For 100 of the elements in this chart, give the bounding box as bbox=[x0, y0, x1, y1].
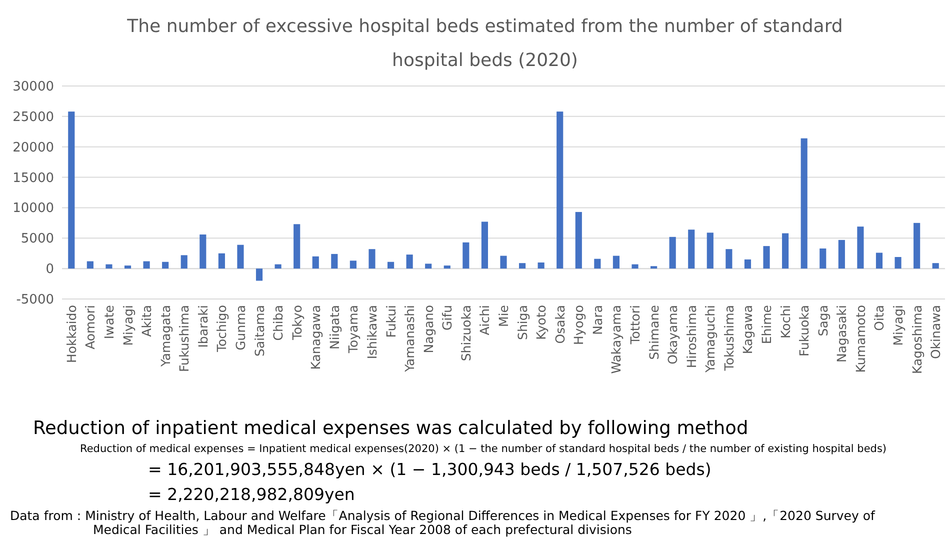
bar bbox=[444, 266, 450, 269]
bar bbox=[387, 262, 394, 269]
bar bbox=[876, 252, 883, 269]
x-tick-label: Saga bbox=[815, 305, 830, 336]
x-tick-label: Aomori bbox=[82, 305, 98, 350]
bar bbox=[256, 268, 263, 281]
bar bbox=[914, 222, 920, 269]
bar bbox=[124, 266, 132, 269]
x-tick-label: Hokkaido bbox=[64, 305, 79, 364]
x-tick-label: Tokyo bbox=[289, 305, 304, 341]
bar bbox=[425, 264, 432, 269]
bar bbox=[200, 234, 206, 269]
x-tick-label: Gifu bbox=[440, 305, 455, 330]
bar bbox=[650, 266, 658, 269]
bar bbox=[726, 249, 732, 269]
y-tick-label: 0 bbox=[46, 262, 54, 278]
bar bbox=[180, 255, 188, 269]
bar bbox=[838, 240, 845, 269]
bar bbox=[932, 263, 939, 269]
y-tick-label: 25000 bbox=[12, 110, 54, 125]
x-tick-label: Chiba bbox=[270, 305, 286, 341]
bar bbox=[556, 112, 564, 269]
x-tick-label: Kagoshima bbox=[909, 305, 924, 374]
bar bbox=[820, 248, 826, 269]
x-tick-label: Nara bbox=[590, 305, 605, 335]
text: = 16,201,903,555,848yen × (1 − 1,300,943 beds / 1,507,526 beds) bbox=[148, 460, 712, 479]
x-tick-label: Tochigo bbox=[214, 305, 230, 354]
y-tick-label: 15000 bbox=[12, 170, 54, 186]
x-tick-label: Nagano bbox=[420, 305, 436, 354]
bar bbox=[274, 264, 282, 269]
bar bbox=[162, 262, 169, 269]
bar bbox=[669, 236, 676, 269]
bar bbox=[312, 256, 319, 269]
bar bbox=[594, 258, 601, 269]
bar bbox=[143, 261, 150, 269]
x-tick-label: Kagawa bbox=[740, 305, 756, 354]
bar bbox=[800, 138, 808, 269]
bar bbox=[462, 242, 470, 269]
x-tick-label: Saitama bbox=[252, 305, 267, 356]
x-tick-label: Fukuoka bbox=[796, 305, 812, 357]
x-tick-label: Gunma bbox=[232, 305, 248, 350]
y-tick-label: 20000 bbox=[12, 140, 54, 156]
bar bbox=[632, 264, 638, 269]
bar bbox=[706, 232, 714, 269]
x-tick-label: Yamagata bbox=[158, 305, 173, 368]
bar bbox=[68, 112, 75, 269]
x-tick-label: Akita bbox=[139, 305, 154, 337]
bar bbox=[744, 259, 752, 269]
x-tick-label: Shizuoka bbox=[458, 305, 474, 362]
x-tick-label: Wakayama bbox=[608, 305, 624, 374]
y-tick-label: 5000 bbox=[20, 232, 54, 247]
x-tick-label: Ehime bbox=[759, 304, 774, 344]
x-tick-label: Hiroshima bbox=[684, 305, 699, 368]
x-tick-label: Kumamoto bbox=[852, 305, 868, 373]
x-tick-label: Tottori bbox=[628, 305, 643, 346]
x-tick-label: Tokushima bbox=[721, 305, 736, 372]
x-tick-label: Kyoto bbox=[534, 305, 549, 340]
text: Data from : Ministry of Health, Labour and Welfare「Analysis of Regional Differences in Medical Expenses for FY 2020 」,「2020 Survey of Medical Facilities 」 and Medical Plan for Fiscal Year 2008 of each prefectural divisions bbox=[10, 508, 876, 537]
x-tick-label: Osaka bbox=[552, 305, 568, 344]
bar bbox=[857, 226, 864, 269]
chart-title: The number of excessive hospital beds estimated from the number of standard hospital beds (2020) bbox=[126, 16, 843, 71]
bar bbox=[575, 212, 582, 269]
x-tick-label: Shiga bbox=[514, 305, 530, 340]
x-tick-label: Miyagi bbox=[120, 305, 136, 346]
x-tick-label: Mie bbox=[496, 304, 511, 327]
x-tick-label: Okayama bbox=[665, 305, 680, 364]
text: Reduction of medical expenses = Inpatient medical expenses(2020) × (1 − the number of standard hospital beds / the number of existing hospital beds) bbox=[80, 443, 887, 455]
y-tick-label: 30000 bbox=[12, 80, 54, 94]
x-tick-label: Shimane bbox=[646, 304, 662, 360]
bar bbox=[519, 263, 526, 269]
bar bbox=[688, 230, 695, 269]
x-tick-label: Fukui bbox=[383, 305, 398, 338]
x-tick-label: Toyama bbox=[346, 305, 361, 354]
x-tick-label: Kanagawa bbox=[308, 305, 324, 370]
bar bbox=[106, 264, 112, 269]
bar bbox=[294, 224, 300, 269]
bar bbox=[350, 260, 356, 269]
bar bbox=[481, 222, 488, 269]
bar bbox=[612, 256, 620, 269]
x-tick-label: Kochi bbox=[778, 305, 793, 338]
text: = 2,220,218,982,809yen bbox=[148, 485, 355, 504]
x-tick-label: Fukushima bbox=[176, 305, 192, 372]
x-tick-label: Hyogo bbox=[571, 305, 586, 346]
x-tick-label: Ibaraki bbox=[195, 305, 210, 348]
text: Reduction of inpatient medical expenses was calculated by following method bbox=[33, 418, 748, 439]
x-tick-label: Oita bbox=[872, 305, 887, 331]
bar bbox=[86, 261, 94, 269]
bar bbox=[237, 244, 244, 269]
y-tick-label: -5000 bbox=[16, 292, 54, 308]
x-tick-label: Nagasaki bbox=[834, 305, 850, 362]
bar bbox=[218, 253, 225, 269]
x-tick-label: Aichi bbox=[477, 305, 492, 336]
x-tick-label: Iwate bbox=[101, 304, 116, 340]
bar bbox=[894, 257, 902, 269]
bar bbox=[500, 256, 507, 269]
x-tick-label: Niigata bbox=[326, 305, 342, 350]
bar bbox=[331, 254, 338, 269]
bar bbox=[763, 246, 770, 269]
x-tick-label: Yamanashi bbox=[402, 305, 418, 373]
x-tick-label: Okinawa bbox=[928, 305, 944, 360]
